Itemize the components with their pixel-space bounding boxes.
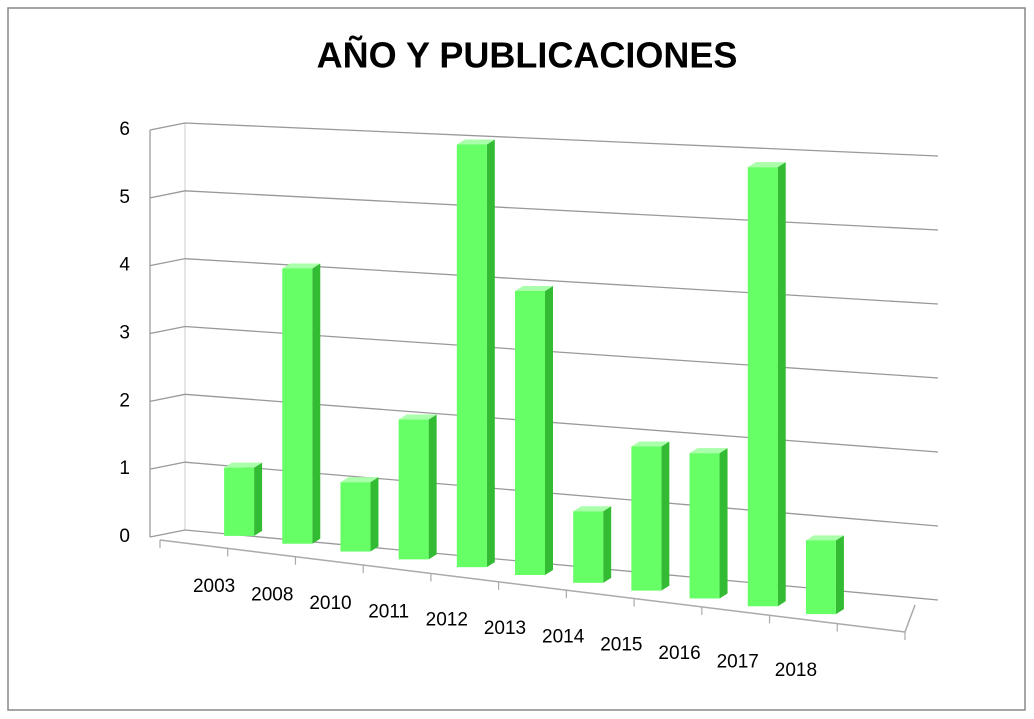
bar — [340, 477, 379, 552]
x-tick-label: 2016 — [658, 643, 700, 664]
bar — [224, 462, 263, 536]
x-tick-label: 2017 — [717, 651, 759, 672]
bar-face — [603, 506, 612, 583]
bar-face — [456, 144, 487, 568]
grid-line — [149, 190, 939, 231]
bar-face — [631, 441, 670, 447]
y-tick-label: 3 — [119, 323, 130, 344]
floor-edge — [904, 604, 916, 633]
grid-line — [149, 529, 939, 601]
x-tick-label: 2013 — [484, 618, 526, 639]
bar-face — [456, 139, 495, 145]
bar-face — [398, 419, 429, 560]
bar-face — [370, 477, 379, 552]
bar-face — [486, 139, 495, 568]
x-tick-label: 2011 — [368, 601, 409, 622]
bar-face — [689, 448, 728, 454]
bar-face — [340, 482, 371, 552]
bar-face — [689, 453, 720, 599]
x-tick-label: 2015 — [600, 635, 642, 656]
bar — [631, 441, 670, 591]
bar — [456, 139, 495, 568]
grid-line — [149, 393, 939, 453]
x-tick-label: 2003 — [193, 576, 235, 597]
chart-title: AÑO Y PUBLICACIONES — [317, 34, 738, 76]
bar-face — [282, 268, 313, 544]
bar-face — [515, 291, 545, 575]
y-tick-label: 6 — [119, 119, 130, 140]
bar-face — [777, 162, 786, 607]
bar — [282, 263, 321, 544]
bar — [747, 162, 786, 607]
bar-face — [224, 462, 263, 468]
grid-line — [149, 258, 939, 305]
bar-face — [312, 263, 321, 544]
y-tick-label: 0 — [119, 526, 130, 547]
bar — [398, 414, 437, 560]
bar-face — [224, 467, 255, 536]
grid-line — [149, 325, 939, 379]
bar-face — [515, 286, 553, 291]
bar-face — [573, 506, 612, 512]
y-tick-label: 4 — [119, 255, 130, 276]
y-tick-label: 5 — [119, 187, 130, 208]
bar-face — [573, 511, 604, 583]
x-tick-label: 2008 — [251, 585, 293, 606]
bar — [805, 535, 844, 615]
x-tick-label: 2018 — [775, 660, 817, 681]
bar-face — [254, 462, 263, 536]
bar-face — [398, 414, 437, 420]
x-tick-label: 2010 — [309, 593, 351, 614]
bar-face — [805, 540, 836, 615]
bar-face — [428, 414, 437, 560]
bar-face — [719, 448, 728, 599]
bar-face — [631, 446, 662, 591]
bar-face — [747, 167, 778, 607]
y-tick-label: 2 — [119, 390, 130, 411]
bar-face — [835, 535, 844, 615]
bar — [689, 448, 728, 599]
x-tick-label: 2014 — [542, 626, 585, 647]
y-tick-label: 1 — [119, 458, 130, 479]
x-tick-label: 2012 — [426, 610, 468, 631]
bar-face — [805, 535, 844, 541]
bar — [515, 286, 553, 575]
x-axis — [159, 539, 906, 633]
bar-face — [340, 477, 379, 483]
bar-face — [282, 263, 321, 269]
grid-line — [149, 122, 939, 157]
grid-line — [149, 461, 939, 527]
bar-face — [661, 441, 670, 591]
bar — [573, 506, 612, 583]
bar-face — [747, 162, 786, 168]
bar-face — [545, 286, 553, 575]
